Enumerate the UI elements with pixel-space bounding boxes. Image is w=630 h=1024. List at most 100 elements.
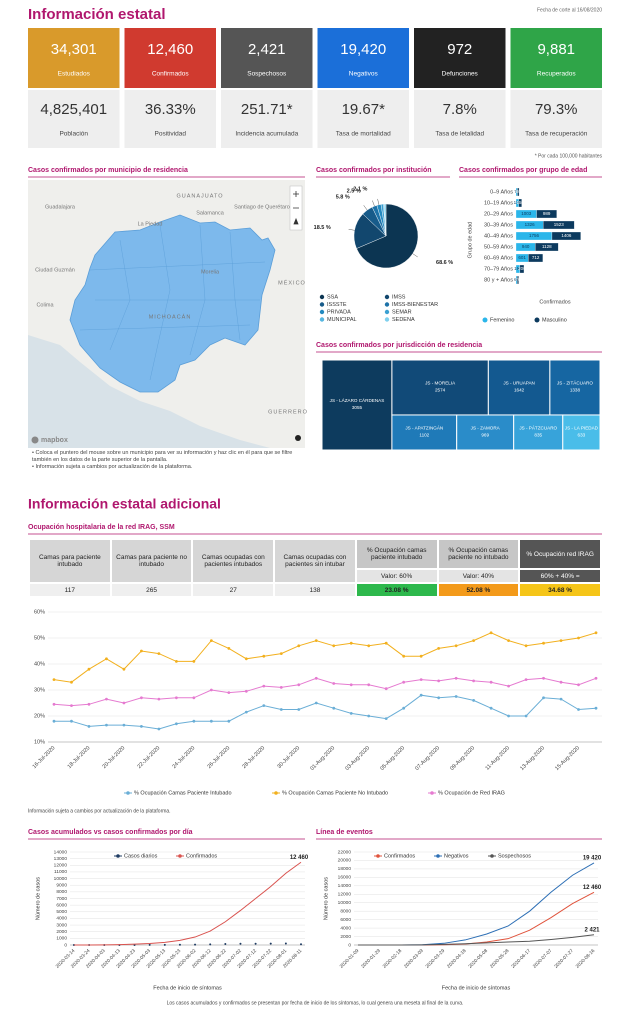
sea <box>28 335 270 448</box>
y-tick-label: 14000 <box>338 883 352 889</box>
point <box>254 942 257 945</box>
table-row: Camas para paciente intubado Camas para p… <box>30 540 600 582</box>
point <box>332 682 336 685</box>
end-label: 12 460 <box>290 855 309 861</box>
y-tick-label: 20–29 Años <box>484 211 513 217</box>
point <box>192 696 196 700</box>
y-tick-label: 2000 <box>56 929 67 935</box>
header-cell: % Ocupación red IRAG <box>520 540 600 568</box>
bar-label: 1406 <box>561 233 572 238</box>
point <box>140 725 143 728</box>
series-line <box>358 862 595 946</box>
kpi-label: Recuperados <box>537 71 576 78</box>
legend-label: % Ocupación Camas Paciente Intubado <box>134 790 232 796</box>
kpi-value: 34,301 <box>51 41 97 58</box>
map-note: • Coloca el puntero del mouse sobre un m… <box>32 450 293 463</box>
bar <box>517 187 520 197</box>
legend-label: ISSSTE <box>327 302 347 308</box>
point <box>437 679 441 683</box>
bar <box>551 231 581 241</box>
treemap-cell <box>391 414 458 451</box>
stat-tile <box>221 90 313 148</box>
header-cell: Camas para paciente no intubado <box>111 540 192 582</box>
y-tick-label: 22000 <box>338 849 352 855</box>
y-tick-label: 7000 <box>56 896 67 902</box>
point <box>454 644 458 648</box>
header-cell: Camas para paciente intubado <box>30 540 110 582</box>
cell-value: 969 <box>481 433 489 438</box>
point <box>244 689 248 693</box>
point <box>559 697 563 701</box>
section-title: Línea de eventos <box>316 829 373 836</box>
point <box>122 701 126 705</box>
point <box>105 697 108 701</box>
x-tick-label: 2020-02-18 <box>382 948 404 970</box>
point <box>542 696 545 700</box>
map-label: MICHOACÁN <box>149 313 192 320</box>
y-tick-label: 2000 <box>340 934 351 940</box>
point <box>332 706 336 710</box>
y-tick-label: 10000 <box>338 900 352 906</box>
info-icon[interactable] <box>295 435 301 441</box>
y-axis-title: Número de casos <box>323 877 329 920</box>
map-label: GUERRERO <box>268 409 308 415</box>
point <box>209 943 212 946</box>
point <box>174 696 178 700</box>
point <box>314 701 318 705</box>
footer-note: Los casos acumulados y confirmados se pr… <box>167 1000 464 1006</box>
mapbox-logo <box>31 436 39 444</box>
point <box>367 714 371 718</box>
x-tick-label: 26-Jul-2020 <box>206 745 231 770</box>
pie-label: 2.5 % <box>347 189 361 195</box>
point <box>163 943 166 946</box>
legend-label: SSA <box>327 294 338 300</box>
point <box>559 680 563 684</box>
zoom-icons <box>293 191 299 225</box>
y-tick-label: 9000 <box>56 882 67 888</box>
section-title: Casos confirmados por institución <box>316 167 432 174</box>
cell-value: 1102 <box>419 433 429 438</box>
point <box>262 654 266 658</box>
header-cell: % Ocupación camas paciente intubado <box>356 540 437 568</box>
x-tick-label: 01-Aug-2020 <box>309 745 336 772</box>
legend-label: MUNICIPAL <box>327 317 357 323</box>
point <box>454 695 458 698</box>
cell-label: JS - URUAPAN <box>503 381 535 386</box>
map-labels: GUANAJUATO Guadalajara La Piedad Salaman… <box>35 193 308 415</box>
section-title: Casos confirmados por municipio de resid… <box>28 167 188 174</box>
y-tick-label: 60% <box>34 609 45 615</box>
cell-label: JS - LA PIEDAD <box>565 426 599 431</box>
stat-label: Tasa de recuperación <box>525 131 588 138</box>
y-tick-label: 16000 <box>338 875 352 881</box>
y-tick-label: 6000 <box>56 902 67 908</box>
point <box>192 719 196 723</box>
point <box>209 688 213 692</box>
map-label: Salamanca <box>196 210 224 216</box>
point <box>174 660 178 663</box>
point <box>284 942 287 945</box>
y-tick-label: 80 y + Años <box>484 277 513 283</box>
leader-line <box>363 205 368 211</box>
point <box>437 647 441 650</box>
bar <box>536 209 557 219</box>
table-row: 117 265 27 138 23.08 % 52.08 % 34.68 % <box>30 584 600 596</box>
point <box>594 676 598 680</box>
bar <box>528 253 544 263</box>
y-tick-label: 8000 <box>56 889 67 895</box>
stat-tile <box>28 90 120 148</box>
state-shape[interactable] <box>69 214 276 393</box>
point <box>52 678 56 681</box>
y-tick-label: 0–9 Años <box>490 189 513 195</box>
bar-label: 60 <box>514 277 520 282</box>
point <box>157 697 161 701</box>
kpi-value: 9,881 <box>537 41 575 58</box>
point <box>279 652 283 655</box>
y-tick-label: 13000 <box>54 856 68 862</box>
series-line <box>53 632 597 683</box>
legend-swatch <box>436 854 440 858</box>
x-tick-label: 2020-03-09 <box>403 948 425 970</box>
stat-label: Incidencia acumulada <box>235 131 298 138</box>
point <box>192 660 196 663</box>
cut-date: Fecha de corte al 16/08/2020 <box>537 7 602 13</box>
point <box>174 722 178 726</box>
